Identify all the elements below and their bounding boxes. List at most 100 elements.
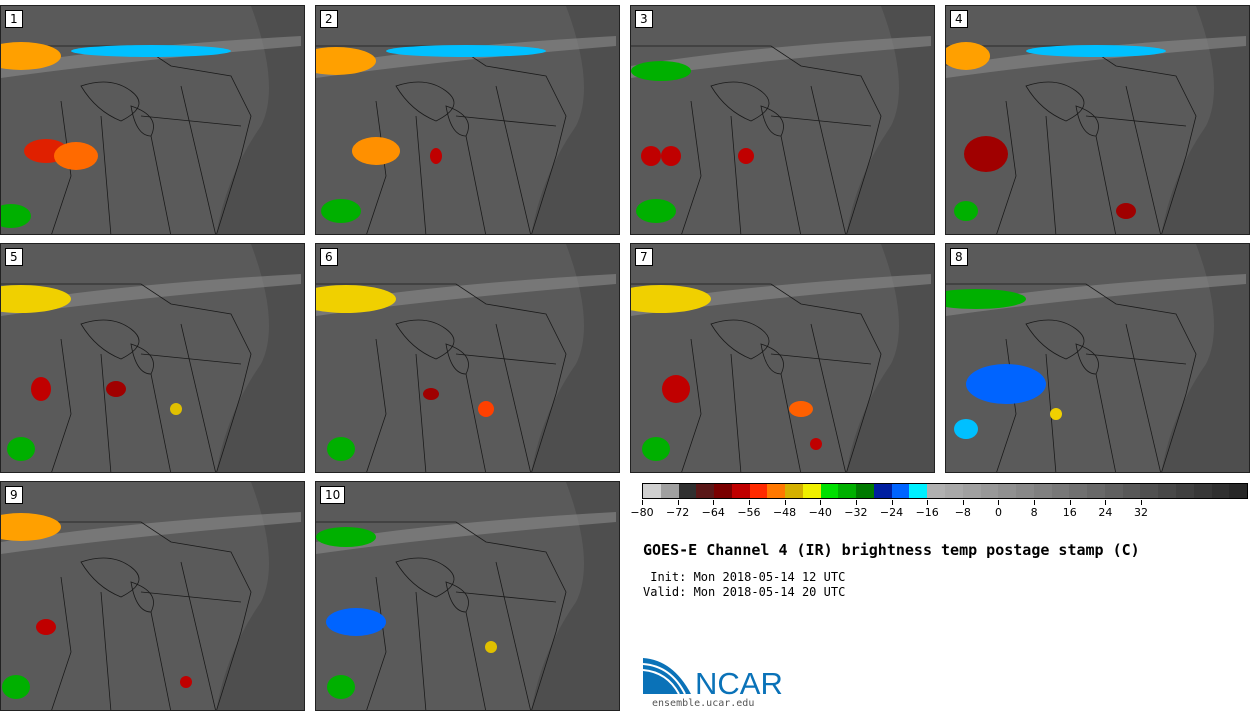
colorbar-segment: [1193, 484, 1212, 498]
colorbar-tick-label: −72: [666, 506, 690, 519]
colorbar-tick-label: 0: [994, 506, 1002, 519]
cloud-feature: [954, 419, 978, 439]
cloud-feature: [661, 146, 681, 166]
member-number-label: 10: [320, 486, 346, 504]
satellite-map: [1, 244, 304, 472]
ncar-logo: NCAR: [642, 656, 793, 702]
colorbar-segment: [749, 484, 768, 498]
colorbar-segment: [1016, 484, 1034, 498]
colorbar-segment: [980, 484, 999, 498]
colorbar-tick: [1105, 500, 1107, 505]
cloud-feature: [321, 199, 361, 223]
colorbar-tick-label: −64: [701, 506, 725, 519]
cloud-feature: [2, 675, 30, 699]
member-number-label: 5: [5, 248, 23, 266]
colorbar-tick-label: −40: [808, 506, 832, 519]
valid-time: Valid: Mon 2018-05-14 20 UTC: [643, 585, 846, 599]
cloud-feature: [7, 437, 35, 461]
colorbar-segment: [714, 484, 732, 498]
colorbar-segment: [767, 484, 786, 498]
colorbar-tick-label: −32: [844, 506, 868, 519]
cloud-feature: [316, 527, 376, 547]
colorbar-ticks: −80 −72 −64 −56 −48 −40 −32 −24 −16 −8 0 8 16 24 32: [630, 500, 1248, 522]
colorbar-tick: [642, 500, 643, 505]
cloud-feature: [966, 364, 1046, 404]
colorbar-tick: [748, 500, 750, 505]
colorbar-tick: [820, 500, 822, 505]
colorbar-tick-label: 24: [1098, 506, 1113, 519]
satellite-map: [316, 244, 619, 472]
cloud-feature: [430, 148, 442, 164]
colorbar-segment: [785, 484, 803, 498]
cloud-feature: [789, 401, 813, 417]
member-number-label: 6: [320, 248, 338, 266]
colorbar-tick: [1034, 500, 1036, 505]
colorbar-tick-label: 8: [1030, 506, 1038, 519]
cloud-feature: [1, 285, 71, 313]
colorbar-segment: [945, 484, 963, 498]
logo-url: ensemble.ucar.edu: [652, 698, 755, 709]
member-panel: 7: [630, 243, 935, 473]
satellite-map: [1, 6, 304, 234]
cloud-feature: [738, 148, 754, 164]
cloud-feature: [170, 403, 182, 415]
colorbar-segment: [1122, 484, 1141, 498]
colorbar-segment: [1175, 484, 1194, 498]
colorbar-segment: [1158, 484, 1176, 498]
colorbar-segment: [891, 484, 910, 498]
colorbar-tick-label: 16: [1062, 506, 1077, 519]
cloud-feature: [386, 45, 546, 57]
cloud-feature: [1050, 408, 1062, 420]
colorbar-segment: [909, 484, 928, 498]
colorbar-tick-label: −16: [915, 506, 939, 519]
colorbar-segment: [643, 484, 661, 498]
colorbar-segment: [660, 484, 679, 498]
cloud-feature: [106, 381, 126, 397]
satellite-map: [631, 244, 934, 472]
colorbar-tick: [784, 500, 786, 505]
member-number-label: 4: [950, 10, 968, 28]
member-panel: 6: [315, 243, 620, 473]
init-time: Init: Mon 2018-05-14 12 UTC: [643, 570, 846, 584]
figure-title: GOES-E Channel 4 (IR) brightness temp po…: [643, 541, 1140, 559]
cloud-feature: [36, 619, 56, 635]
colorbar-tick: [1141, 500, 1143, 505]
satellite-map: [946, 244, 1249, 472]
cloud-feature: [423, 388, 439, 400]
cloud-feature: [631, 285, 711, 313]
member-number-label: 9: [5, 486, 23, 504]
colorbar-segment: [856, 484, 874, 498]
cloud-feature: [71, 45, 231, 57]
colorbar-tick: [998, 500, 1000, 505]
colorbar-segment: [1087, 484, 1105, 498]
colorbar-tick: [677, 500, 679, 505]
colorbar-segment: [1051, 484, 1070, 498]
cloud-feature: [636, 199, 676, 223]
member-panel: 4: [945, 5, 1250, 235]
colorbar-segment: [1104, 484, 1123, 498]
colorbar-tick-label: −24: [879, 506, 904, 519]
colorbar-segment: [820, 484, 839, 498]
cloud-feature: [964, 136, 1008, 172]
cloud-feature: [327, 675, 355, 699]
colorbar-segment: [1211, 484, 1230, 498]
colorbar-tick-label: −48: [772, 506, 797, 519]
cloud-feature: [1, 204, 31, 228]
colorbar-tick: [891, 500, 893, 505]
colorbar-tick: [927, 500, 929, 505]
colorbar-segment: [1229, 484, 1248, 498]
member-panel: 3: [630, 5, 935, 235]
cloud-feature: [662, 375, 690, 403]
member-number-label: 2: [320, 10, 338, 28]
colorbar-segment: [731, 484, 750, 498]
member-panel: 8: [945, 243, 1250, 473]
member-number-label: 8: [950, 248, 968, 266]
cloud-feature: [954, 201, 978, 221]
colorbar-tick: [962, 500, 964, 505]
member-number-label: 7: [635, 248, 653, 266]
cloud-feature: [316, 47, 376, 75]
cloud-feature: [641, 146, 661, 166]
member-panel: 9: [0, 481, 305, 711]
cloud-feature: [810, 438, 822, 450]
satellite-map: [1, 482, 304, 710]
